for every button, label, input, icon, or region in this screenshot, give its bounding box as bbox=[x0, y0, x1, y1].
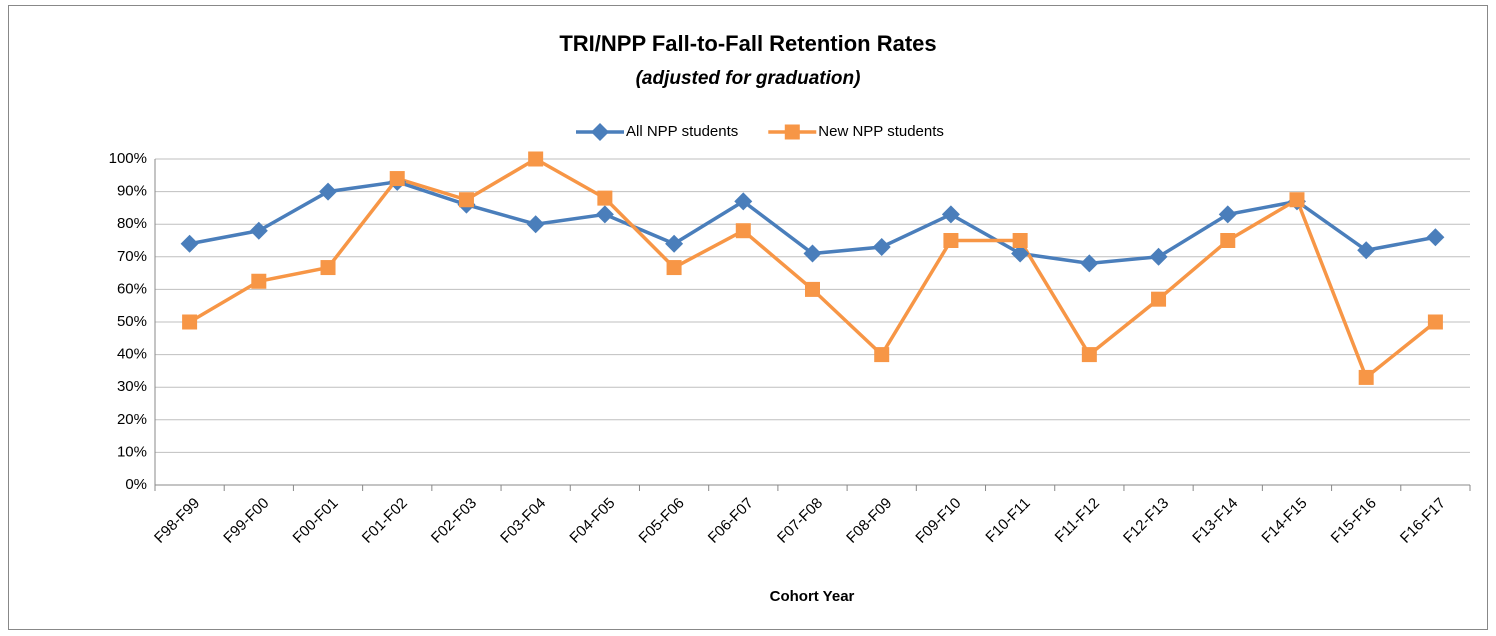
y-tick-label: 100% bbox=[109, 150, 147, 167]
data-point bbox=[943, 233, 959, 248]
data-point bbox=[1426, 228, 1445, 247]
x-axis-title: Cohort Year bbox=[770, 588, 855, 605]
data-point bbox=[666, 260, 682, 276]
legend-marker bbox=[591, 123, 609, 141]
data-point bbox=[249, 221, 268, 240]
data-point bbox=[805, 281, 820, 297]
legend-marker bbox=[784, 124, 800, 140]
data-point bbox=[1151, 291, 1167, 307]
data-point bbox=[1357, 241, 1376, 260]
y-tick-label: 80% bbox=[117, 215, 147, 232]
y-tick-label: 20% bbox=[117, 411, 147, 428]
y-tick-label: 40% bbox=[117, 346, 147, 363]
data-point bbox=[803, 244, 822, 263]
data-point bbox=[597, 190, 613, 206]
data-point bbox=[458, 192, 474, 208]
data-point bbox=[872, 238, 891, 257]
data-point bbox=[320, 260, 336, 276]
y-tick-label: 60% bbox=[117, 280, 147, 297]
y-tick-label: 90% bbox=[117, 183, 147, 200]
data-point bbox=[735, 223, 751, 239]
data-point bbox=[874, 347, 890, 363]
data-point bbox=[319, 182, 338, 201]
y-tick-label: 10% bbox=[117, 443, 147, 460]
y-tick-label: 0% bbox=[125, 476, 147, 493]
data-point bbox=[1358, 369, 1374, 385]
data-point bbox=[665, 234, 684, 253]
y-tick-label: 70% bbox=[117, 248, 147, 265]
data-point bbox=[1080, 254, 1099, 273]
data-point bbox=[182, 314, 198, 330]
legend-label: New NPP students bbox=[818, 123, 944, 140]
data-point bbox=[1289, 192, 1305, 208]
data-point bbox=[1011, 244, 1030, 263]
data-point bbox=[1081, 347, 1097, 363]
chart-border bbox=[8, 5, 1488, 630]
data-point bbox=[526, 215, 545, 234]
data-point bbox=[1427, 314, 1443, 330]
data-point bbox=[1012, 233, 1028, 248]
data-point bbox=[1149, 247, 1168, 266]
y-tick-label: 30% bbox=[117, 378, 147, 395]
y-tick-label: 50% bbox=[117, 313, 147, 330]
legend-label: All NPP students bbox=[626, 123, 738, 140]
chart-subtitle: (adjusted for graduation) bbox=[636, 68, 861, 89]
chart-title: TRI/NPP Fall-to-Fall Retention Rates bbox=[559, 31, 936, 56]
data-point bbox=[1218, 205, 1237, 224]
data-point bbox=[251, 273, 267, 289]
data-point bbox=[941, 205, 960, 224]
data-point bbox=[595, 205, 614, 224]
data-point bbox=[734, 192, 753, 211]
data-point bbox=[528, 151, 544, 167]
data-point bbox=[389, 171, 405, 187]
data-point bbox=[180, 234, 199, 253]
data-point bbox=[1220, 233, 1236, 248]
